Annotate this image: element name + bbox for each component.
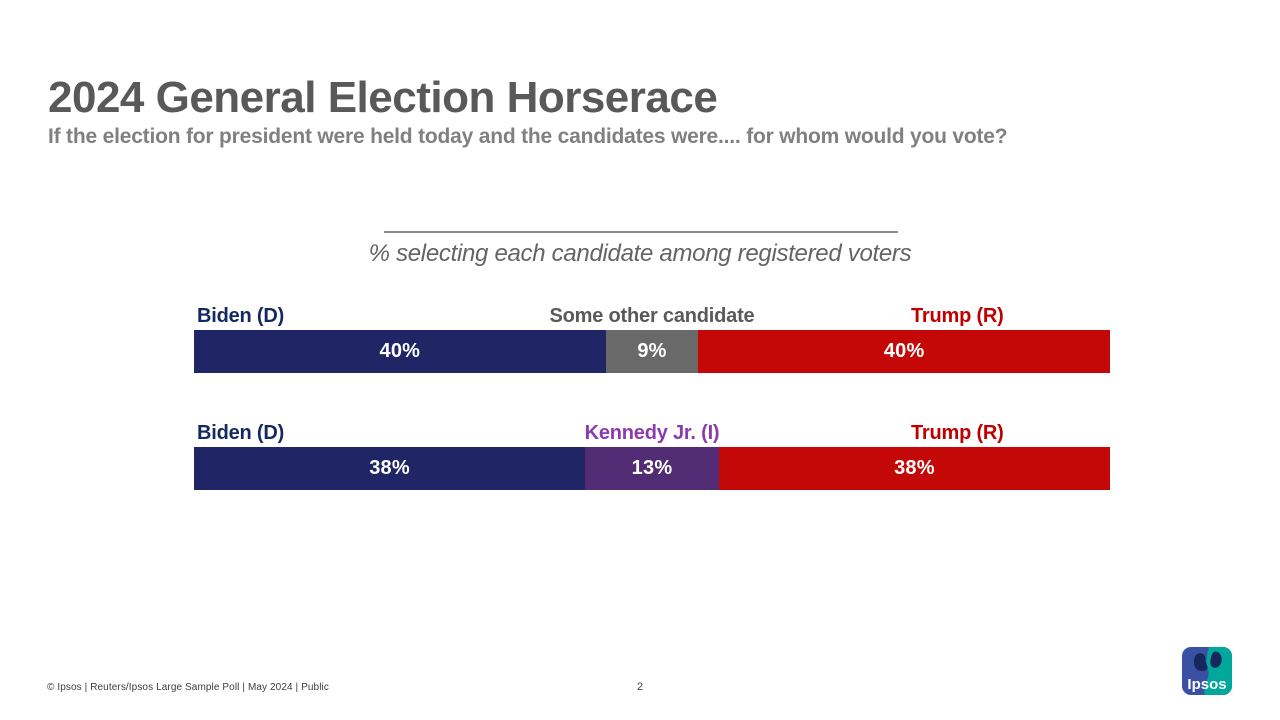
bar-row-1: 40% 9% 40% xyxy=(194,330,1110,373)
bar-value: 38% xyxy=(369,457,410,479)
candidate-label-kennedy: Kennedy Jr. (I) xyxy=(584,421,720,444)
horserace-chart: Biden (D) Some other candidate Trump (R)… xyxy=(194,302,1110,490)
logo-wordmark: Ipsos xyxy=(1187,676,1226,693)
bar-row-2: 38% 13% 38% xyxy=(194,447,1110,490)
bar-value: 13% xyxy=(631,457,673,479)
bar-row-2-labels: Biden (D) Kennedy Jr. (I) Trump (R) xyxy=(194,419,1110,447)
bar-segment-biden: 40% xyxy=(194,330,606,373)
divider-line xyxy=(384,231,898,233)
logo-face-left xyxy=(1193,653,1208,672)
bar-value: 9% xyxy=(637,340,667,362)
candidate-label-biden: Biden (D) xyxy=(197,304,285,327)
logo-face-right xyxy=(1210,651,1222,668)
chart-note: % selecting each candidate among registe… xyxy=(368,240,912,267)
slide-title: 2024 General Election Horserace xyxy=(48,73,718,122)
bar-row-1-labels: Biden (D) Some other candidate Trump (R) xyxy=(194,302,1110,330)
candidate-label-other: Some other candidate xyxy=(549,304,755,327)
bar-segment-other: 9% xyxy=(605,330,699,373)
slide-subtitle: If the election for president were held … xyxy=(48,125,1008,148)
bar-value: 38% xyxy=(894,457,935,479)
bar-segment-kennedy: 13% xyxy=(585,447,719,490)
page-number: 2 xyxy=(636,681,644,693)
candidate-label-biden: Biden (D) xyxy=(197,421,285,444)
bar-segment-biden: 38% xyxy=(194,447,586,490)
bar-value: 40% xyxy=(379,340,421,362)
row-spacer xyxy=(194,373,1110,419)
bar-segment-trump: 38% xyxy=(718,447,1110,490)
candidate-label-trump: Trump (R) xyxy=(911,421,1004,444)
ipsos-logo: Ipsos xyxy=(1182,647,1232,695)
bar-value: 40% xyxy=(883,340,925,362)
bar-segment-trump: 40% xyxy=(698,330,1110,373)
footer-source-text: © Ipsos | Reuters/Ipsos Large Sample Pol… xyxy=(47,682,329,693)
candidate-label-trump: Trump (R) xyxy=(911,304,1004,327)
